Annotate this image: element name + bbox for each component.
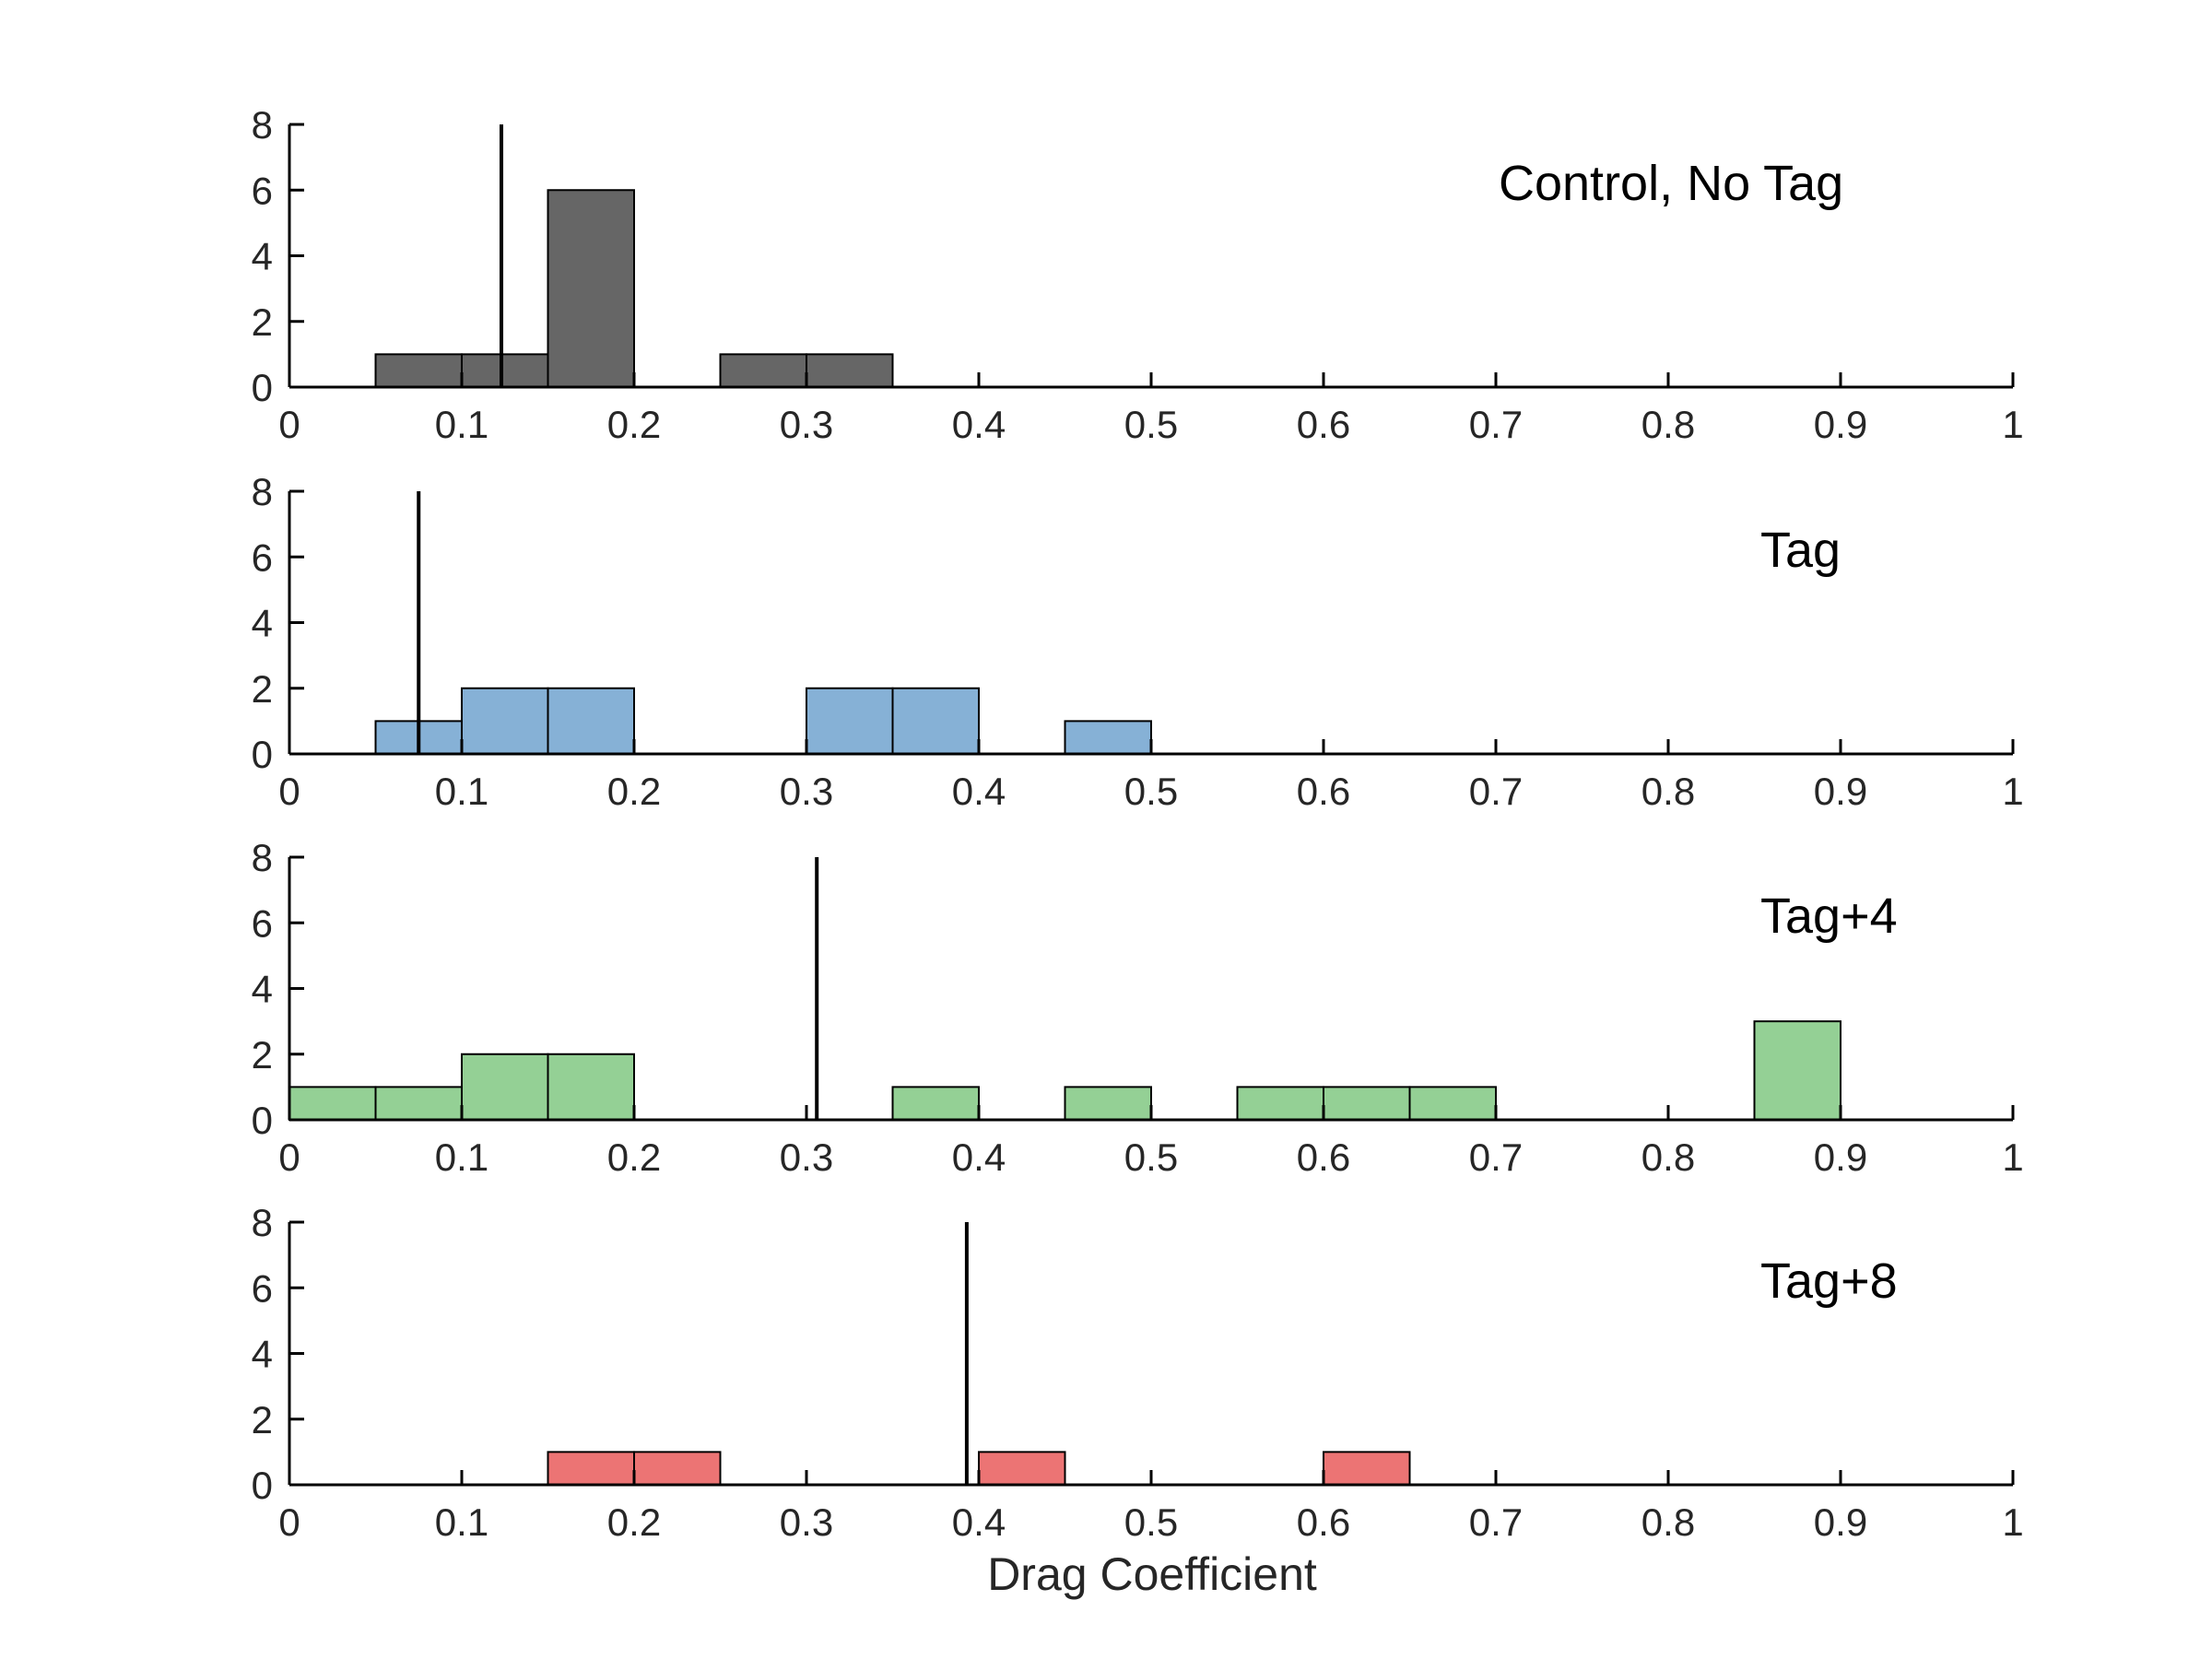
histogram-bar [1236,1086,1324,1121]
histogram-bar [1323,1451,1411,1486]
y-tick-label: 8 [252,470,273,513]
y-tick-label: 0 [252,366,273,409]
x-tick-label: 0.2 [607,770,661,813]
histogram-bar [633,1451,722,1486]
y-tick-label: 8 [252,836,273,879]
x-tick-label: 0.4 [952,403,1006,446]
y-tick-label: 6 [252,535,273,579]
x-tick-label: 0 [278,403,300,446]
y-tick-label: 0 [252,733,273,776]
x-tick-label: 0.7 [1469,403,1523,446]
histogram-bar [547,189,635,388]
x-tick-label: 0.4 [952,1500,1006,1544]
panel-label: Tag+8 [1760,1253,1898,1309]
histogram-bar [374,353,463,388]
histogram-bar [806,687,894,755]
x-tick-label: 1 [2002,403,2023,446]
x-tick-label: 0.4 [952,1135,1006,1179]
x-tick-label: 0.1 [435,1500,488,1544]
y-tick-label: 4 [252,968,273,1011]
y-tick-label: 0 [252,1464,273,1507]
x-tick-label: 0.7 [1469,1500,1523,1544]
panel-3: 0 0.1 0.2 0.3 0.4 0.5 0.6 0.7 0.8 0.9 1 0 2 4 6 8 Tag+4 [252,836,2024,1179]
panel-4: 0 0.1 0.2 0.3 0.4 0.5 0.6 0.7 0.8 0.9 1 0 2 4 6 8 Tag+8 [252,1201,2024,1544]
x-tick-label: 0.2 [607,403,661,446]
x-tick-label: 0.9 [1814,403,1867,446]
y-tick-label: 6 [252,169,273,212]
x-axis-title: Drag Coefficient [987,1548,1317,1600]
x-tick-label: 0.8 [1641,403,1695,446]
panel-label: Control, No Tag [1499,156,1843,211]
x-tick-label: 0.3 [780,1500,833,1544]
x-tick-label: 0.2 [607,1135,661,1179]
x-tick-label: 0.5 [1124,403,1178,446]
y-tick-label: 0 [252,1099,273,1142]
y-tick-label: 6 [252,1266,273,1310]
y-tick-label: 2 [252,300,273,344]
y-tick-label: 4 [252,602,273,645]
y-tick-label: 2 [252,1398,273,1441]
histogram-bar [1064,720,1152,755]
y-tick-label: 8 [252,103,273,147]
histogram-bar [547,1451,635,1486]
panel-1: 0 0.1 0.2 0.3 0.4 0.5 0.6 0.7 0.8 0.9 1 0 2 4 6 8 Contro… [252,103,2024,446]
histogram-bar [1753,1020,1841,1121]
y-tick-label: 4 [252,1333,273,1376]
histogram-bar [806,353,894,388]
histogram-bar [461,353,549,388]
x-tick-label: 0.9 [1814,1135,1867,1179]
x-tick-label: 0.5 [1124,1500,1178,1544]
x-tick-label: 0 [278,770,300,813]
x-tick-label: 0.6 [1297,403,1350,446]
histogram-bar [374,1086,463,1121]
x-tick-label: 0.1 [435,1135,488,1179]
y-tick-label: 2 [252,1033,273,1077]
y-tick-label: 8 [252,1201,273,1244]
x-tick-label: 0.2 [607,1500,661,1544]
histogram-bar [1323,1086,1411,1121]
histogram-bar [978,1451,1066,1486]
panel-label: Tag+4 [1760,888,1898,944]
x-tick-label: 0.7 [1469,770,1523,813]
histogram-bar [288,1086,377,1121]
x-tick-label: 0.8 [1641,770,1695,813]
x-tick-label: 0.3 [780,770,833,813]
x-tick-label: 0.6 [1297,770,1350,813]
histogram-bar [461,687,549,755]
x-tick-label: 0.1 [435,403,488,446]
x-tick-label: 0 [278,1500,300,1544]
x-tick-label: 1 [2002,1500,2023,1544]
x-tick-label: 0 [278,1135,300,1179]
x-tick-label: 1 [2002,770,2023,813]
x-tick-label: 0.5 [1124,1135,1178,1179]
y-tick-label: 2 [252,667,273,711]
histogram-bar [719,353,807,388]
panels-group: 0 0.1 0.2 0.3 0.4 0.5 0.6 0.7 0.8 0.9 1 0 2 4 6 8 Contro… [252,103,2024,1544]
histogram-bar [1408,1086,1497,1121]
x-tick-label: 0.1 [435,770,488,813]
histogram-bar [891,1086,980,1121]
x-tick-label: 0.6 [1297,1135,1350,1179]
panel-2: 0 0.1 0.2 0.3 0.4 0.5 0.6 0.7 0.8 0.9 1 0 2 4 6 8 Tag [252,470,2024,813]
x-tick-label: 0.7 [1469,1135,1523,1179]
histogram-bar [891,687,980,755]
x-tick-label: 0.3 [780,403,833,446]
x-tick-label: 1 [2002,1135,2023,1179]
histogram-bar [547,687,635,755]
x-tick-label: 0.5 [1124,770,1178,813]
x-tick-label: 0.9 [1814,770,1867,813]
y-tick-label: 6 [252,901,273,945]
x-tick-label: 0.8 [1641,1500,1695,1544]
x-tick-label: 0.9 [1814,1500,1867,1544]
x-tick-label: 0.3 [780,1135,833,1179]
y-tick-label: 4 [252,235,273,278]
histogram-bar [1064,1086,1152,1121]
x-tick-label: 0.8 [1641,1135,1695,1179]
panel-label: Tag [1760,523,1841,578]
histogram-bar [547,1053,635,1121]
histogram-bar [461,1053,549,1121]
x-tick-label: 0.6 [1297,1500,1350,1544]
x-tick-label: 0.4 [952,770,1006,813]
